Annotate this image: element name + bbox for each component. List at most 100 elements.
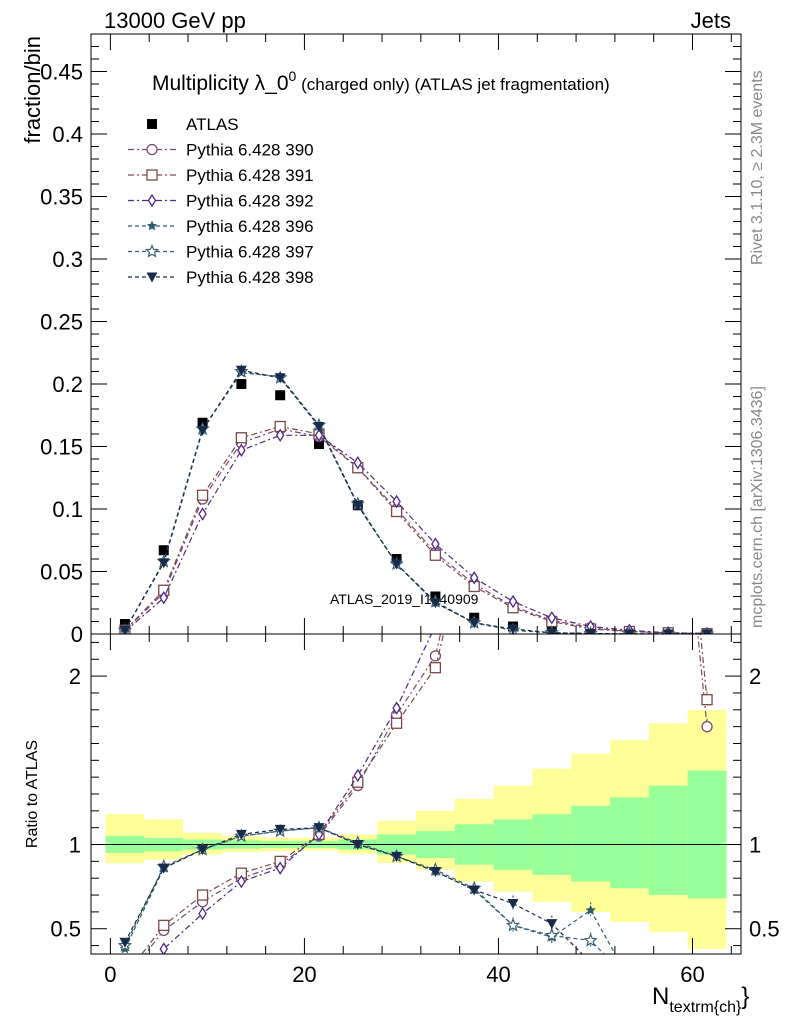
- y-tick-label: 0.35: [40, 185, 83, 210]
- ratio-point-392: [432, 620, 439, 631]
- point-398: [274, 373, 286, 384]
- y-tick-label: 0.1: [52, 497, 83, 522]
- main-panel: ATLAS_2019_I1740909 0 0.05 0.1 0.15 0.2 0.25 0…: [20, 33, 742, 647]
- uncertainty-band-inner: [610, 797, 649, 889]
- point-398: [701, 629, 713, 634]
- point-398: [429, 598, 441, 609]
- y-tick-label: 0.25: [40, 310, 83, 335]
- point-398: [662, 629, 674, 634]
- point-ATLAS: [236, 379, 247, 389]
- x-axis-label-sub: textrm{ch}: [669, 999, 742, 1016]
- ratio-y-tick-label: 1: [69, 833, 81, 858]
- ratio-point-398: [585, 958, 596, 968]
- y-tick-label: 0.4: [52, 122, 83, 147]
- point-ATLAS: [313, 439, 324, 449]
- point-392: [469, 571, 479, 585]
- ratio-y-tick-label-right: 2: [749, 664, 761, 689]
- point-398: [352, 500, 364, 511]
- ratio-point-398: [119, 937, 131, 948]
- point-398: [197, 425, 209, 436]
- ratio-y-tick-label-right: 1: [749, 833, 761, 858]
- series-line-398: [124, 369, 708, 634]
- x-axis-label: Ntextrm{ch}}: [652, 983, 749, 1016]
- series-392: [120, 428, 712, 634]
- ratio-line-397: [124, 827, 605, 954]
- point-392: [431, 537, 440, 551]
- ratio-point-398: [391, 851, 403, 862]
- x-axis-label-close: }: [741, 983, 749, 1010]
- ratio-point-391: [158, 919, 170, 932]
- point-398: [313, 422, 325, 432]
- point-392: [314, 428, 324, 442]
- x-tick-label: 60: [680, 962, 704, 987]
- point-392: [198, 507, 207, 521]
- legend-marker-392: [147, 193, 157, 208]
- ratio-point-398: [546, 919, 558, 930]
- point-392: [159, 591, 169, 605]
- ratio-point-392: [275, 861, 285, 875]
- y-tick-label: 0.05: [40, 560, 83, 585]
- legend-marker-391: [146, 169, 158, 181]
- point-398: [507, 624, 519, 634]
- ratio-point-398: [313, 823, 325, 834]
- ratio-y-tick-label-right: 0.5: [749, 917, 780, 942]
- point-398: [546, 628, 558, 634]
- point-392: [237, 443, 246, 457]
- point-ATLAS: [158, 545, 169, 556]
- header-right: Jets: [691, 8, 731, 33]
- point-391: [235, 432, 248, 444]
- ratio-point-398: [197, 845, 209, 856]
- legend-label-392: Pythia 6.428 392: [186, 192, 314, 211]
- legend-label-398: Pythia 6.428 398: [186, 268, 314, 287]
- point-398: [585, 629, 597, 634]
- watermark: ATLAS_2019_I1740909: [330, 591, 479, 607]
- ratio-line-392: [157, 634, 433, 954]
- ratio-point-391: [701, 694, 713, 706]
- point-392: [508, 594, 518, 609]
- legend-label-390: Pythia 6.428 390: [186, 141, 314, 160]
- legend-marker-397: [144, 243, 160, 258]
- point-398: [391, 559, 403, 570]
- ratio-y-tick-label: 2: [69, 664, 81, 689]
- ratio-point-392: [237, 874, 246, 889]
- rivet-label: Rivet 3.1.10, ≥ 2.3M events: [749, 70, 766, 265]
- mcplots-label: mcplots.cern.ch [arXiv:1306.3436]: [749, 386, 766, 628]
- ratio-line-390: [144, 634, 708, 954]
- legend-marker-396: [146, 220, 158, 231]
- ratio-point-392: [198, 906, 207, 921]
- legend-label-396: Pythia 6.428 396: [186, 217, 314, 236]
- ratio-point-397: [544, 927, 559, 942]
- y-tick-label: 0.3: [52, 247, 83, 272]
- y-tick-label: 0.45: [40, 60, 83, 85]
- legend-marker-390: [146, 143, 158, 156]
- ratio-point-397: [505, 917, 521, 932]
- ratio-line-398: [124, 827, 584, 954]
- point-398: [119, 625, 131, 634]
- ratio-point-391: [390, 717, 403, 729]
- ratio-point-396: [585, 904, 596, 915]
- ratio-y-axis-label: Ratio to ATLAS: [24, 740, 41, 848]
- x-tick-label: 20: [292, 962, 316, 987]
- y-axis-label: fraction/bin: [20, 36, 45, 144]
- point-392: [547, 611, 557, 625]
- point-391: [429, 549, 442, 561]
- chart-title: Multiplicity λ_00 (charged only) (ATLAS …: [152, 68, 610, 95]
- ratio-y-tick-label: 0.5: [50, 917, 81, 942]
- ratio-series-391: [141, 634, 713, 954]
- y-tick-label: 0.15: [40, 435, 83, 460]
- point-398: [235, 365, 247, 376]
- legend-label-ATLAS: ATLAS: [186, 115, 239, 134]
- header-left: 13000 GeV pp: [104, 8, 246, 33]
- ratio-point-391: [196, 889, 209, 901]
- point-392: [392, 494, 401, 509]
- point-392: [353, 456, 363, 470]
- uncertainty-band-inner: [687, 770, 727, 899]
- ratio-point-398: [274, 824, 286, 835]
- legend-label-391: Pythia 6.428 391: [186, 166, 314, 185]
- point-391: [196, 489, 209, 501]
- legend-label-397: Pythia 6.428 397: [186, 243, 314, 262]
- ratio-series-392: [157, 620, 439, 954]
- y-tick-label: 0: [71, 622, 83, 647]
- ratio-point-390: [701, 720, 713, 733]
